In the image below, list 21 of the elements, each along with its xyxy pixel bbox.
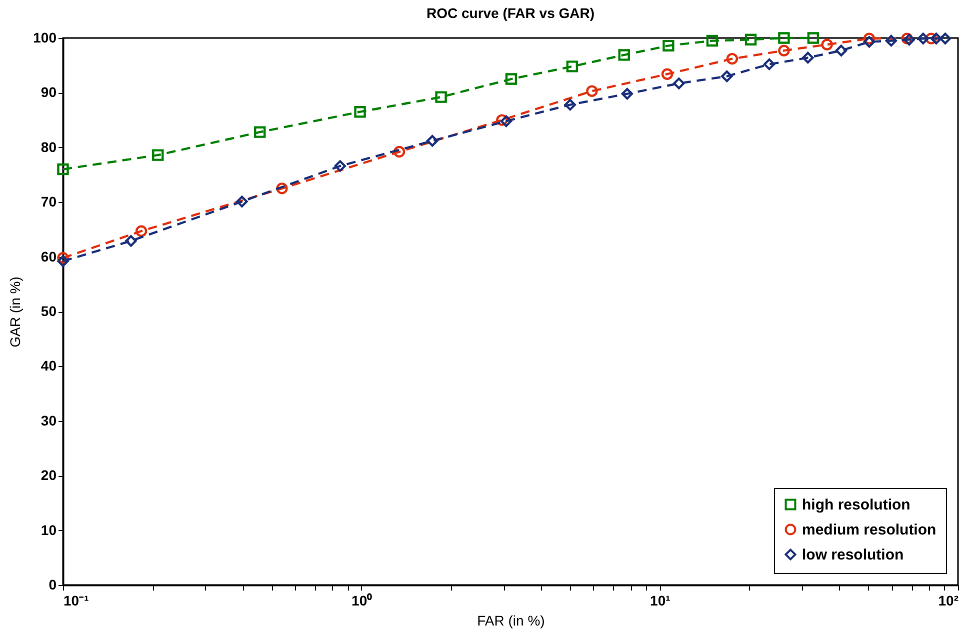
y-tick-label: 10 (40, 522, 57, 538)
y-tick-label: 70 (40, 194, 57, 210)
legend-label: high resolution (802, 496, 910, 514)
y-tick-label: 40 (40, 358, 57, 374)
x-tick-label: 10² (938, 592, 959, 608)
legend-label: medium resolution (802, 522, 936, 538)
chart-title: ROC curve (FAR vs GAR) (426, 4, 595, 21)
y-tick-label: 50 (40, 303, 57, 319)
legend-label: low resolution (802, 546, 904, 564)
x-axis-title: FAR (in %) (477, 612, 545, 628)
y-tick-label: 20 (40, 467, 57, 484)
y-tick-label: 0 (48, 576, 57, 592)
y-tick-label: 100 (33, 30, 57, 46)
y-tick-label: 90 (40, 84, 57, 100)
y-axis-title: GAR (in %) (7, 276, 24, 348)
y-tick-label: 80 (40, 138, 57, 155)
y-tick-label: 30 (40, 412, 57, 428)
x-tick-label: 10⁰ (352, 592, 372, 608)
x-tick-label: 10¹ (650, 592, 671, 608)
x-tick-label: 10⁻¹ (64, 592, 90, 608)
y-tick-label: 60 (40, 248, 57, 264)
